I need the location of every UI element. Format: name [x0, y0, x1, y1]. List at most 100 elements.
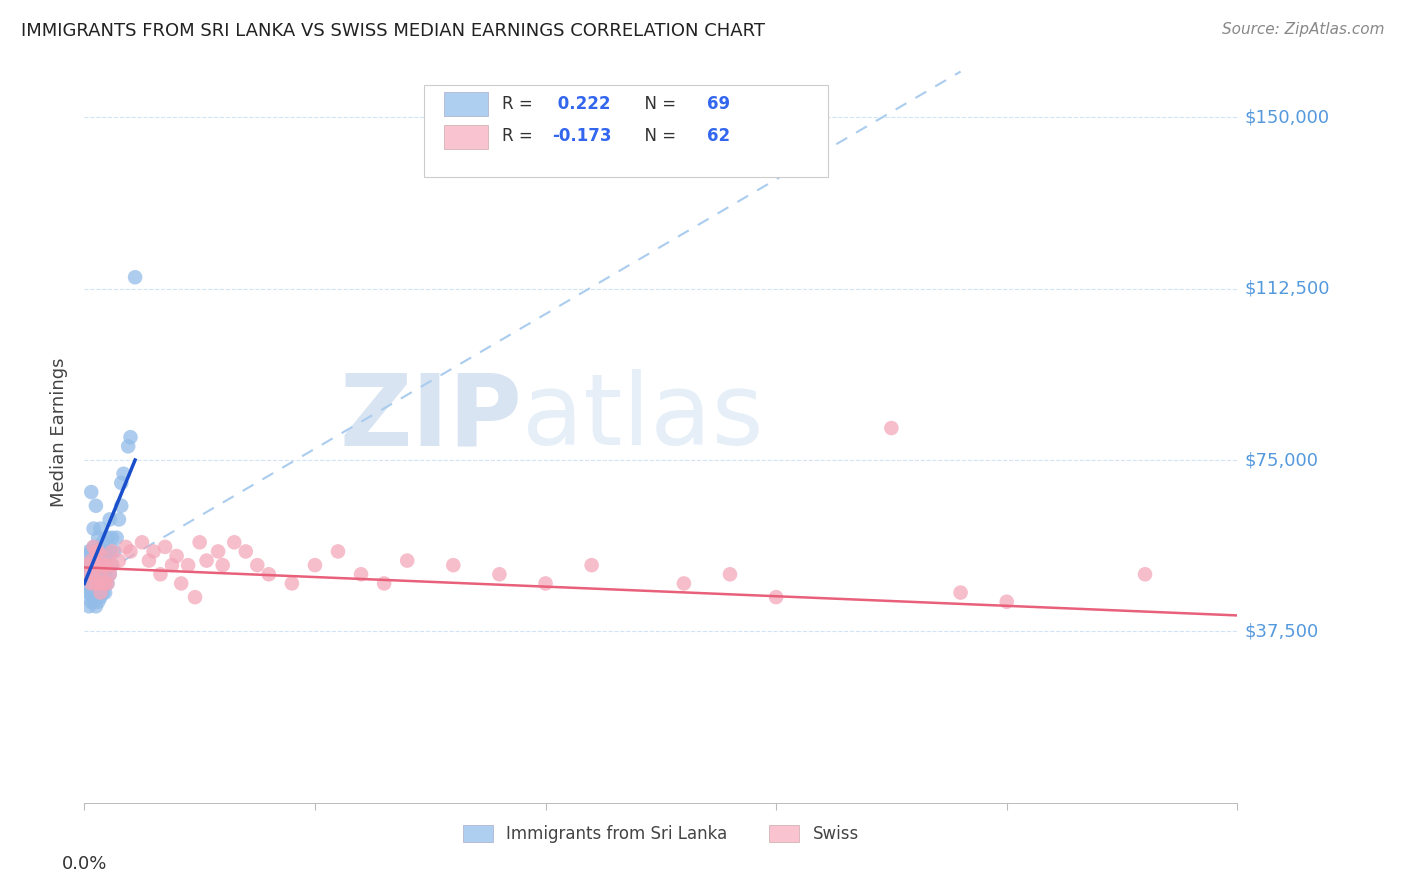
Point [76, 585, 98, 599]
Point [94, 585, 117, 599]
Point [101, 558, 124, 573]
Point [142, 544, 165, 558]
Point [91, 585, 114, 599]
Point [115, 540, 138, 554]
Point [124, 270, 146, 285]
Point [94, 558, 117, 573]
Point [184, 590, 207, 604]
Point [160, 558, 183, 573]
Text: atlas: atlas [523, 369, 763, 467]
Point [110, 475, 132, 490]
Point [80, 576, 103, 591]
Point [103, 544, 125, 558]
Point [76, 567, 98, 582]
Point [84, 544, 107, 558]
Text: 69: 69 [707, 95, 730, 113]
Point [84, 572, 107, 586]
Point [117, 439, 139, 453]
Point [718, 567, 741, 582]
Point [105, 531, 128, 545]
Point [211, 558, 233, 573]
Text: N =: N = [634, 95, 682, 113]
Point [89, 549, 111, 563]
Point [89, 572, 111, 586]
Point [87, 595, 110, 609]
Point [120, 544, 142, 558]
Point [108, 512, 131, 526]
Text: R =: R = [502, 128, 537, 145]
Text: 0.222: 0.222 [553, 95, 612, 113]
FancyBboxPatch shape [425, 85, 828, 178]
Point [880, 421, 903, 435]
Point [207, 544, 229, 558]
Point [94, 576, 117, 591]
Point [373, 576, 395, 591]
Point [76, 558, 98, 573]
Text: $150,000: $150,000 [1244, 108, 1329, 127]
Point [91, 558, 114, 573]
Text: ZIP: ZIP [340, 369, 523, 467]
Point [91, 576, 114, 591]
Point [257, 567, 280, 582]
Point [396, 553, 419, 567]
Point [77, 585, 100, 599]
Point [304, 558, 326, 573]
Point [84, 576, 107, 591]
Point [177, 558, 200, 573]
Point [235, 544, 257, 558]
Point [84, 558, 107, 573]
Point [84, 499, 107, 513]
Point [581, 558, 603, 573]
Point [77, 544, 100, 558]
Point [83, 595, 105, 609]
Point [87, 544, 110, 558]
Text: N =: N = [634, 128, 682, 145]
Point [98, 512, 121, 526]
Point [96, 576, 118, 591]
Point [672, 576, 695, 591]
Text: Source: ZipAtlas.com: Source: ZipAtlas.com [1222, 22, 1385, 37]
Point [188, 535, 211, 549]
Bar [444, 125, 488, 149]
Point [87, 558, 110, 573]
Point [98, 567, 121, 582]
Y-axis label: Median Earnings: Median Earnings [51, 358, 69, 508]
Point [96, 576, 118, 591]
Text: $37,500: $37,500 [1244, 623, 1319, 640]
Point [949, 585, 972, 599]
Point [77, 558, 100, 573]
Point [98, 567, 121, 582]
Point [89, 567, 111, 582]
Point [112, 467, 135, 481]
Point [195, 553, 218, 567]
Point [89, 590, 111, 604]
Point [84, 558, 107, 573]
Legend: Immigrants from Sri Lanka, Swiss: Immigrants from Sri Lanka, Swiss [456, 819, 866, 850]
Point [108, 553, 131, 567]
Point [87, 576, 110, 591]
Point [89, 581, 111, 595]
Point [441, 558, 464, 573]
Point [77, 567, 100, 582]
Point [94, 544, 117, 558]
Point [149, 567, 172, 582]
Point [120, 430, 142, 444]
Point [87, 585, 110, 599]
Text: $112,500: $112,500 [1244, 280, 1330, 298]
Text: 62: 62 [707, 128, 730, 145]
Point [77, 558, 100, 573]
Bar [444, 92, 488, 117]
Point [91, 535, 114, 549]
Point [131, 535, 153, 549]
Point [83, 540, 105, 554]
Point [83, 522, 105, 536]
Point [534, 576, 557, 591]
Point [87, 576, 110, 591]
Point [76, 576, 98, 591]
Point [83, 553, 105, 567]
Text: R =: R = [502, 95, 537, 113]
Point [87, 544, 110, 558]
Point [101, 531, 124, 545]
Point [153, 540, 176, 554]
Point [96, 558, 118, 573]
